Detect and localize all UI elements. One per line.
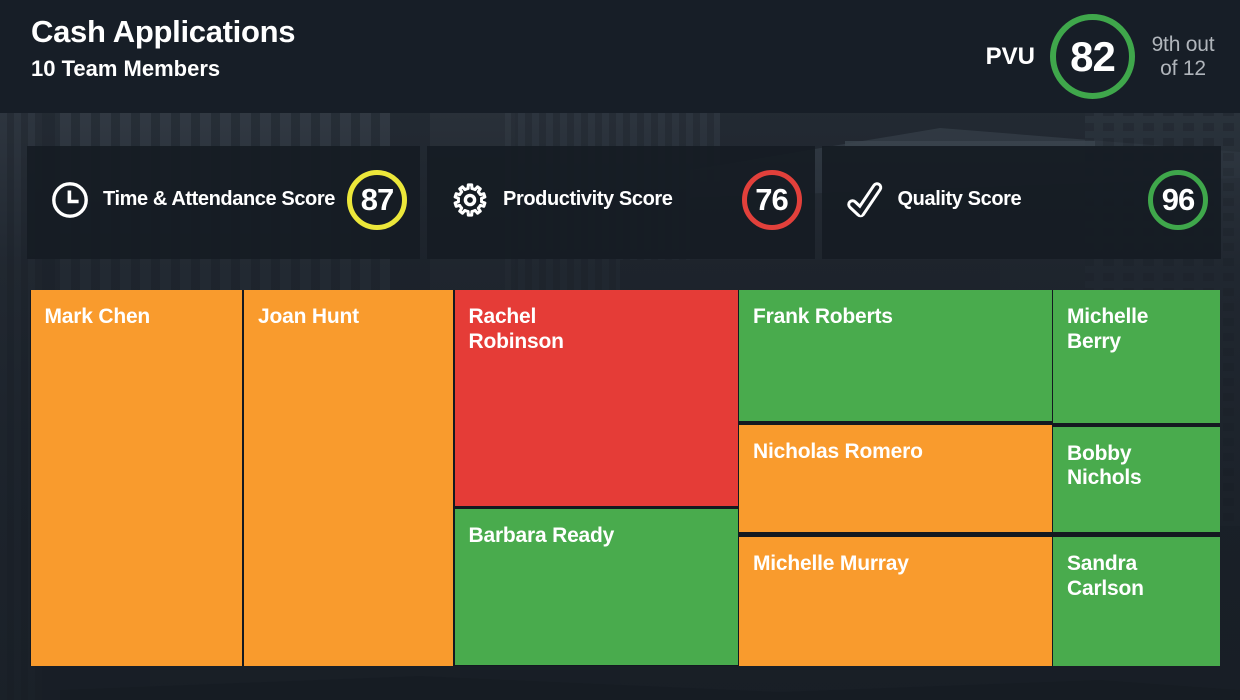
page-title: Cash Applications [31,14,296,49]
treemap-cell-name: Frank Roberts [753,305,893,328]
productivity-score-value: 76 [755,181,788,217]
treemap-cell-nicholas-romero[interactable]: Nicholas Romero [739,424,1052,533]
treemap-cell-michelle-berry[interactable]: Michelle Berry [1053,290,1220,423]
clock-icon [52,181,88,218]
time-attendance-score-value: 87 [360,181,394,217]
time-attendance-score-label: Time & Attendance Score [103,188,335,210]
quality-score-label: Quality Score [897,188,1022,210]
quality-score-panel: Quality Score 96 [821,146,1221,259]
pvu-score-ring: 82 [1050,14,1135,99]
pvu-score-value: 82 [1070,32,1116,80]
quality-score-value: 96 [1161,181,1195,217]
treemap-cell-name: Joan Hunt [258,305,359,328]
treemap-cell-name: Michelle Murray [753,552,909,575]
treemap-cell-name: Mark Chen [44,305,151,328]
treemap-cell-bobby-nichols[interactable]: Bobby Nichols [1053,426,1220,533]
productivity-score-label: Productivity Score [503,188,673,210]
score-summary-bar: Time & Attendance Score 87 Productivity … [27,146,1221,259]
treemap-cell-sandra-carlson[interactable]: Sandra Carlson [1053,537,1220,666]
pvu-summary: PVU 82 9th out of 12 [986,0,1240,113]
pvu-rank: 9th out of 12 [1151,33,1215,80]
treemap-cell-name: Bobby Nichols [1067,441,1142,490]
treemap-cell-barbara-ready[interactable]: Barbara Ready [454,509,738,666]
team-treemap: Mark Chen Joan Hunt Rachel Robinson Barbara … [30,290,1220,666]
productivity-score-ring: 76 [741,169,802,230]
treemap-cell-joan-hunt[interactable]: Joan Hunt [244,290,453,666]
pvu-label: PVU [985,42,1035,70]
pvu-rank-line1: 9th out [1151,33,1215,56]
treemap-cell-rachel-robinson[interactable]: Rachel Robinson [454,290,738,506]
treemap-cell-mark-chen[interactable]: Mark Chen [30,290,242,666]
header-titles: Cash Applications 10 Team Members [31,15,295,82]
treemap-cell-name: Michelle Berry [1067,305,1149,353]
productivity-score-panel: Productivity Score 76 [427,146,815,259]
time-attendance-score-ring: 87 [347,169,407,230]
treemap-cell-name: Barbara Ready [468,524,615,548]
gear-icon [453,182,487,217]
treemap-cell-name: Sandra Carlson [1067,552,1144,600]
quality-score-ring: 96 [1148,169,1208,230]
check-icon [846,181,882,217]
time-attendance-score-panel: Time & Attendance Score 87 [27,146,420,259]
treemap-cell-name: Rachel Robinson [468,305,564,353]
treemap-cell-frank-roberts[interactable]: Frank Roberts [739,290,1052,421]
team-member-count: 10 Team Members [31,56,221,81]
pvu-rank-line2: of 12 [1160,56,1206,80]
treemap-cell-michelle-murray[interactable]: Michelle Murray [739,537,1052,666]
header-bar: Cash Applications 10 Team Members PVU 82… [0,0,1240,113]
treemap-cell-name: Nicholas Romero [753,439,923,463]
